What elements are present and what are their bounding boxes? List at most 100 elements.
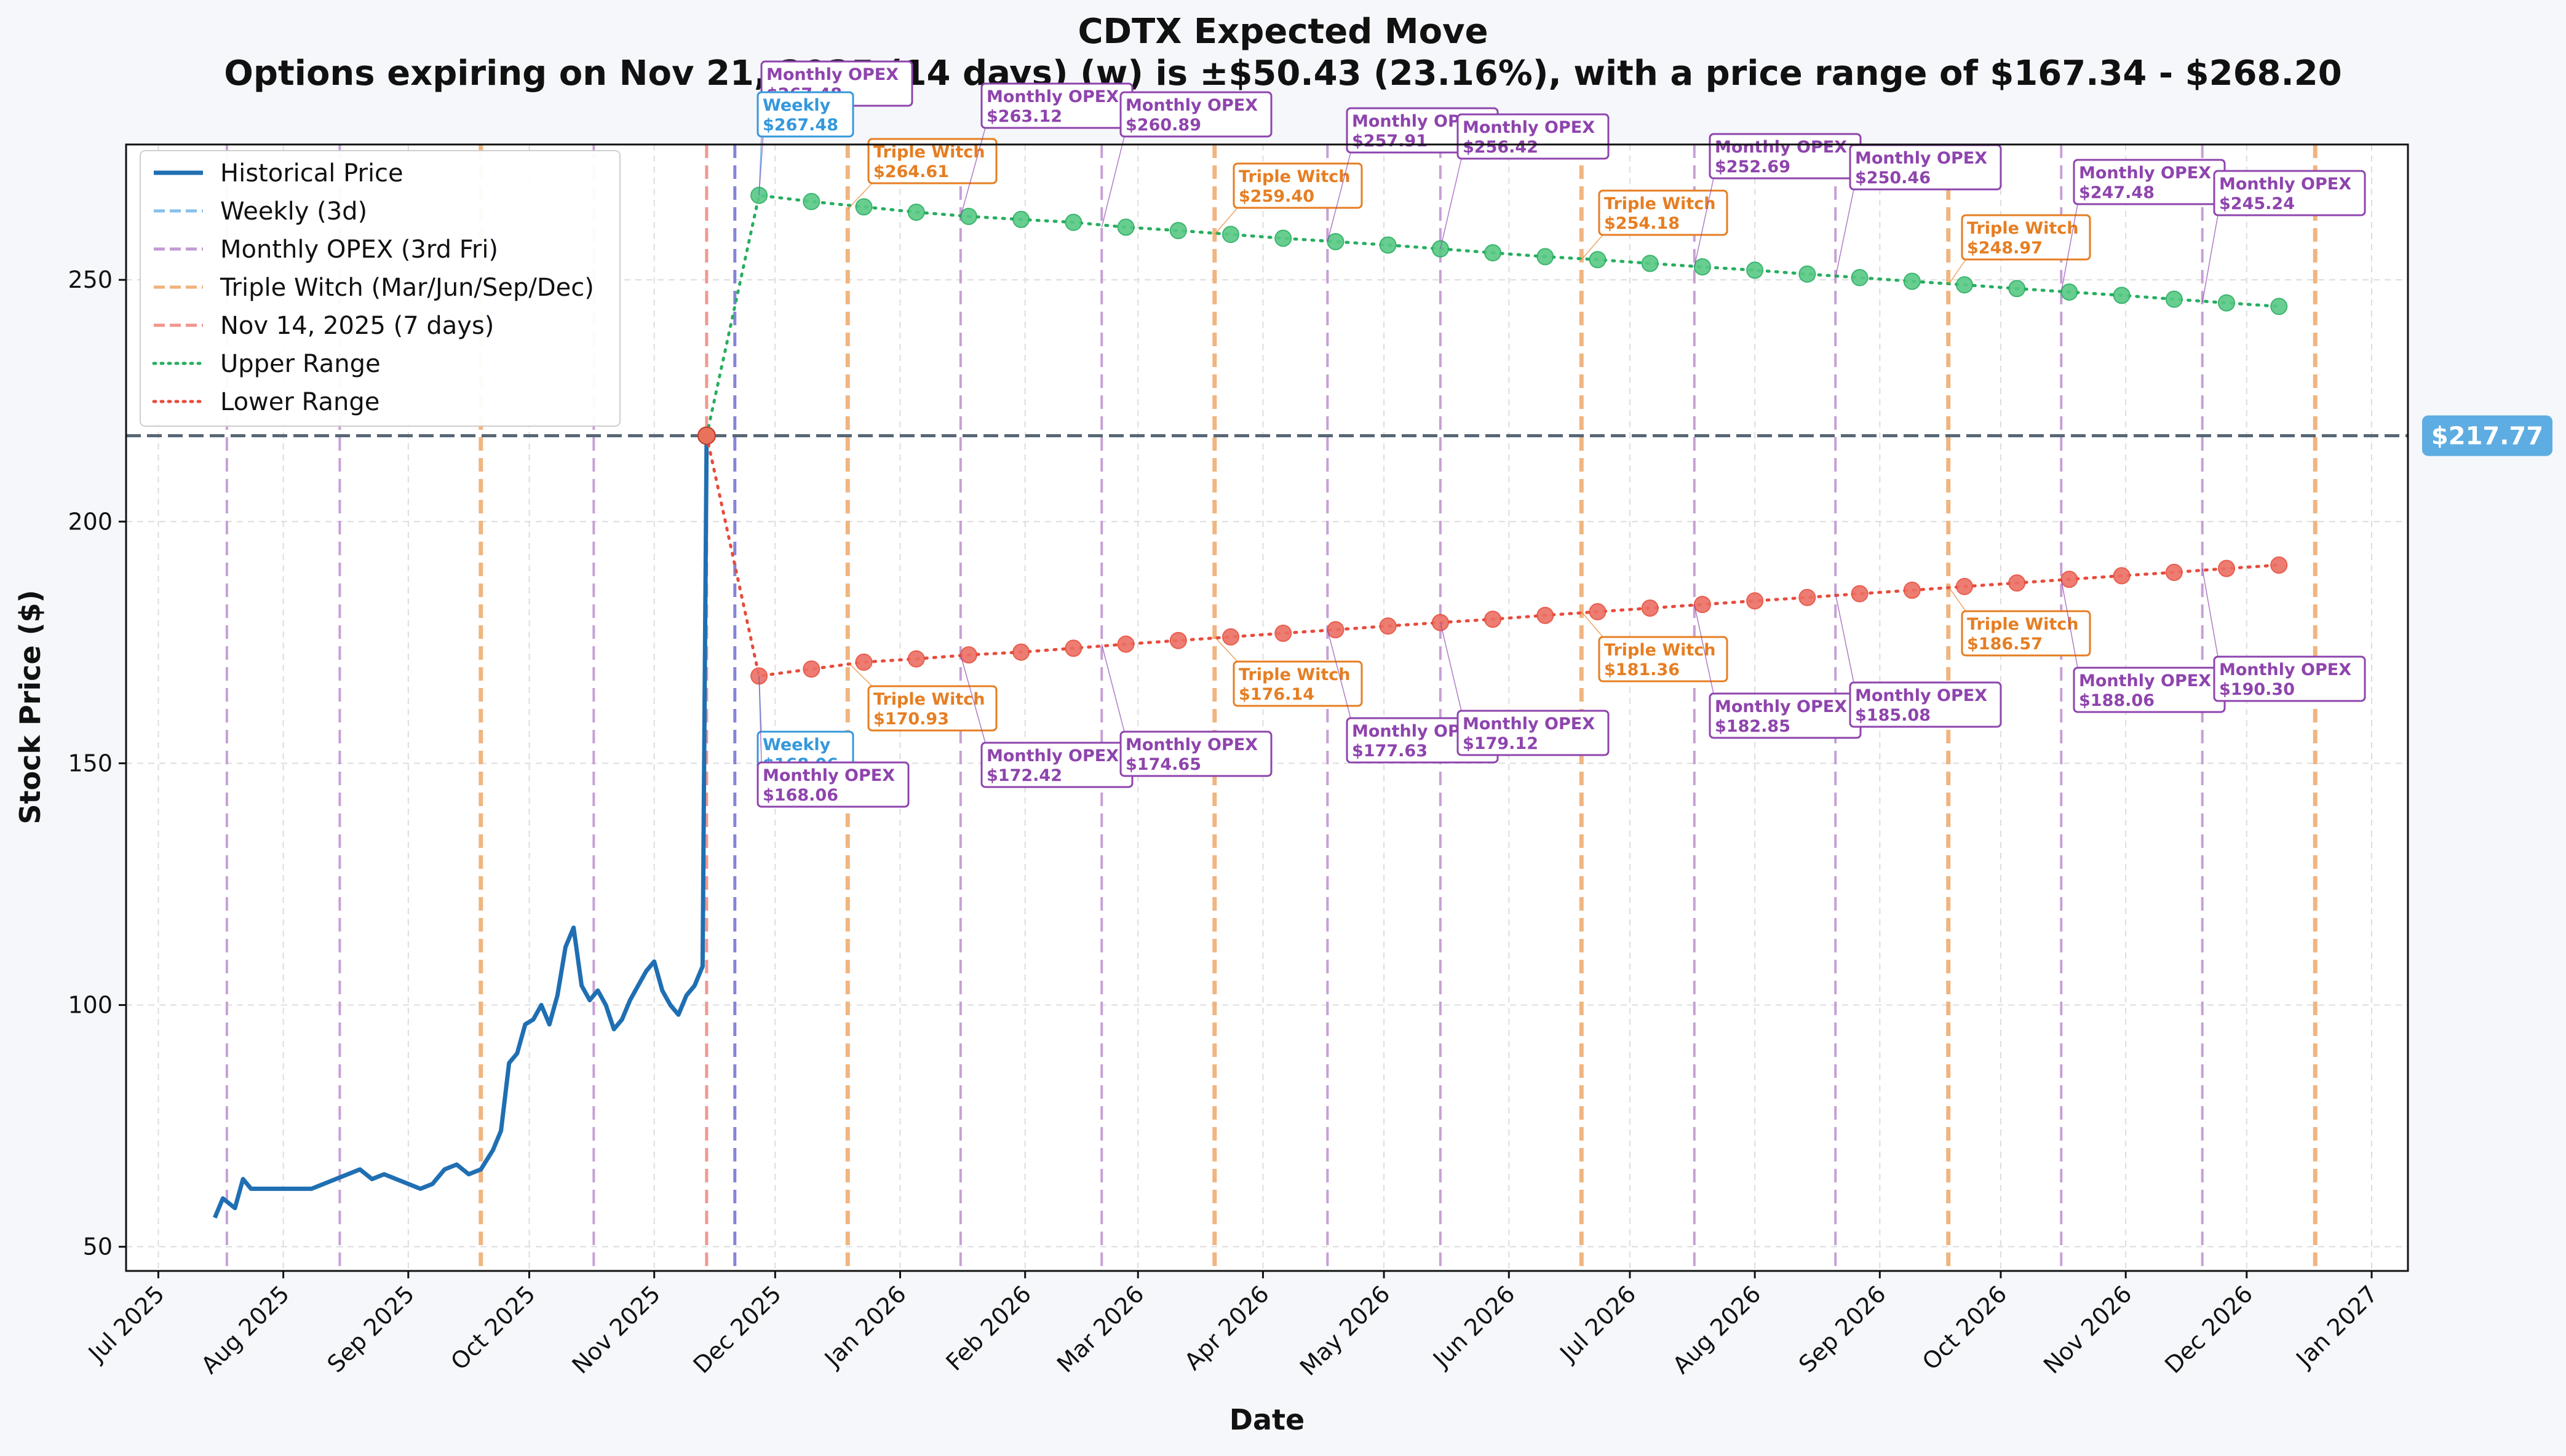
annotation-box-16 [867, 685, 998, 732]
annotation-title-18: Monthly OPEX [1126, 735, 1258, 754]
lower-range-point-18 [1641, 599, 1659, 617]
annotation-title-16: Triple Witch [873, 690, 985, 709]
lower-range-point-3 [855, 653, 873, 671]
annotation-leader-8 [1581, 234, 1603, 260]
annotation-title-3: Monthly OPEX [987, 87, 1119, 106]
annotation-leader-12 [2060, 204, 2078, 293]
upper-range-point-15 [1484, 244, 1502, 262]
lower-range-point-4 [907, 650, 925, 668]
annotation-leader-15 [758, 676, 762, 763]
annotation-title-24: Monthly OPEX [1855, 686, 1987, 705]
legend-label-0: Historical Price [220, 159, 403, 188]
upper-range-point-17 [1589, 251, 1607, 269]
lower-range-point-28 [2165, 563, 2183, 581]
annotation-box-5 [1233, 162, 1363, 209]
annotation-value-24: $185.08 [1855, 706, 1931, 725]
lower-range-point-21 [1798, 588, 1816, 606]
annotation-box-7 [1456, 113, 1610, 160]
y-tick-label-3: 200 [68, 508, 113, 535]
upper-range-point-19 [1693, 258, 1711, 276]
annotation-value-8: $254.18 [1604, 214, 1680, 233]
annotation-title-10: Monthly OPEX [1855, 149, 1987, 168]
lower-range-point-8 [1117, 635, 1135, 653]
annotation-box-1 [757, 91, 854, 138]
y-axis-label: Stock Price ($) [14, 590, 47, 824]
annotation-box-27 [2213, 655, 2366, 702]
annotation-box-24 [1849, 681, 2002, 728]
annotation-box-8 [1598, 189, 1728, 236]
annotation-value-10: $250.46 [1855, 168, 1931, 188]
lower-range-point-16 [1536, 606, 1554, 624]
annotation-title-27: Monthly OPEX [2219, 660, 2351, 679]
annotation-title-12: Monthly OPEX [2079, 164, 2211, 183]
lower-range-point-26 [2060, 571, 2078, 588]
lower-range-point-6 [1012, 643, 1030, 661]
annotation-leader-23 [1694, 604, 1714, 694]
annotation-leader-24 [1835, 593, 1854, 683]
current-price-badge-label: $217.77 [2431, 422, 2543, 451]
legend-label-1: Weekly (3d) [220, 197, 367, 226]
upper-range-point-9 [1169, 221, 1187, 239]
annotation-title-7: Monthly OPEX [1463, 118, 1595, 137]
historical-price-line [212, 435, 709, 1219]
annotation-leader-17 [960, 654, 986, 743]
annotation-value-17: $172.42 [987, 766, 1062, 785]
annotation-value-1: $267.48 [763, 116, 838, 135]
annotation-title-25: Triple Witch [1967, 615, 2079, 634]
upper-range-point-22 [1851, 269, 1869, 287]
annotation-leader-11 [1948, 259, 1966, 285]
lower-range-point-12 [1327, 621, 1345, 639]
upper-range-point-11 [1274, 229, 1292, 247]
annotation-value-21: $179.12 [1463, 734, 1538, 753]
annotation-box-11 [1961, 214, 2091, 261]
annotation-leader-22 [1581, 611, 1603, 638]
annotation-title-13: Monthly OPEX [2219, 175, 2351, 194]
y-tick-label-2: 150 [68, 750, 113, 777]
lower-range-point-10 [1222, 628, 1240, 646]
current-price-point [697, 426, 716, 445]
lower-range-point-30 [2270, 556, 2288, 574]
upper-range-point-4 [907, 204, 925, 221]
legend-label-2: Monthly OPEX (3rd Fri) [220, 235, 498, 264]
legend-box [140, 150, 621, 427]
y-axis-ticks: 50 100 150 200 250 [68, 266, 126, 1260]
upper-range-point-7 [1065, 213, 1082, 231]
current-price-badge-box [2422, 415, 2552, 456]
plot-frame [125, 143, 2409, 1272]
lower-range-point-29 [2218, 560, 2236, 577]
annotation-leader-21 [1440, 622, 1462, 711]
legend-label-4: Nov 14, 2025 (7 days) [220, 312, 494, 340]
annotation-box-2 [867, 138, 998, 184]
lower-range-point-23 [1903, 581, 1921, 599]
legend-label-5: Upper Range [220, 350, 381, 378]
lower-range-point-17 [1589, 603, 1607, 620]
upper-range-point-21 [1798, 265, 1816, 283]
annotation-leader-5 [1214, 207, 1238, 235]
annotation-leader-19 [1214, 636, 1238, 662]
annotation-title-14: Weekly [763, 735, 831, 754]
annotation-leader-25 [1948, 586, 1966, 612]
annotation-box-4 [1119, 91, 1273, 138]
annotation-leader-13 [2201, 215, 2218, 303]
annotation-value-27: $190.30 [2219, 680, 2295, 699]
annotation-title-11: Triple Witch [1967, 219, 2079, 238]
legend-label-3: Triple Witch (Mar/Jun/Sep/Dec) [220, 274, 594, 302]
upper-range-point-8 [1117, 218, 1135, 236]
annotation-value-19: $176.14 [1239, 685, 1314, 704]
upper-range-point-28 [2165, 290, 2183, 308]
upper-range-point-3 [855, 198, 873, 216]
annotation-value-18: $174.65 [1126, 755, 1201, 774]
lower-range-point-27 [2113, 567, 2131, 585]
annotation-title-5: Triple Witch [1239, 167, 1351, 186]
upper-range-point-6 [1012, 210, 1030, 228]
lower-range-point-7 [1065, 639, 1082, 657]
annotation-leader-7 [1440, 158, 1462, 249]
lower-range-point-19 [1693, 596, 1711, 614]
lower-range-point-20 [1746, 592, 1764, 610]
lower-range-point-11 [1274, 624, 1292, 642]
x-axis-label: Date [1229, 1403, 1305, 1436]
lower-range-point-22 [1851, 585, 1869, 603]
annotation-leader-27 [2201, 568, 2218, 657]
lower-range-point-5 [959, 646, 977, 664]
